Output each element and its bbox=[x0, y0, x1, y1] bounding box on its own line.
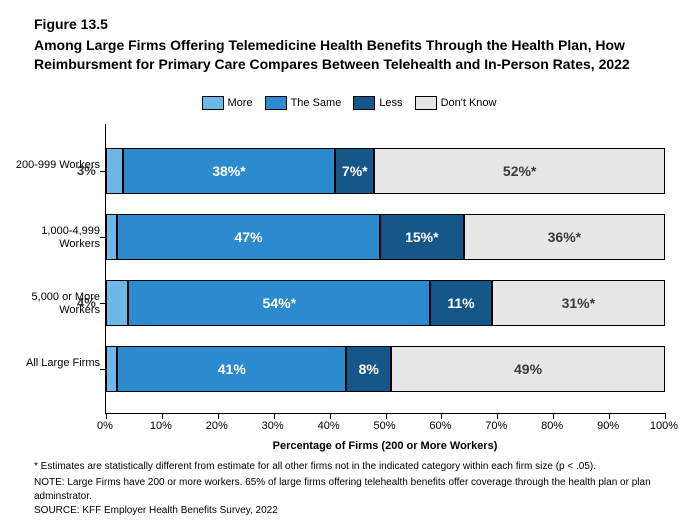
bar-segment bbox=[106, 148, 123, 194]
plot-area: 38%*7%*52%* 47%15%*36%* 54%*11%31%* 41%8%49… bbox=[105, 124, 665, 414]
xtick-label: 30% bbox=[262, 420, 284, 432]
footnote-source: SOURCE: KFF Employer Health Benefits Sur… bbox=[34, 504, 664, 518]
bar-segment: 41% bbox=[117, 346, 346, 392]
bar-row: 54%*11%31%* bbox=[106, 280, 665, 326]
legend-swatch bbox=[415, 96, 437, 110]
xtick-label: 20% bbox=[206, 420, 228, 432]
legend-item: Don't Know bbox=[415, 96, 497, 110]
xtick bbox=[665, 413, 666, 419]
bar-segment bbox=[106, 346, 117, 392]
ytick bbox=[100, 303, 106, 304]
figure-number: Figure 13.5 bbox=[34, 16, 108, 32]
bar-segment bbox=[106, 280, 128, 326]
bar-segment: 31%* bbox=[492, 280, 665, 326]
xtick bbox=[106, 413, 107, 419]
category-label: 5,000 or More Workers bbox=[4, 291, 100, 317]
bar-segment: 11% bbox=[430, 280, 491, 326]
ytick bbox=[100, 171, 106, 172]
legend-swatch bbox=[353, 96, 375, 110]
legend-label: Less bbox=[379, 97, 402, 109]
bar-row: 47%15%*36%* bbox=[106, 214, 665, 260]
legend-label: Don't Know bbox=[441, 97, 497, 109]
bar-segment: 54%* bbox=[128, 280, 430, 326]
legend: More The Same Less Don't Know bbox=[0, 96, 698, 110]
bar-segment: 38%* bbox=[123, 148, 335, 194]
bar-segment: 8% bbox=[346, 346, 391, 392]
xtick bbox=[386, 413, 387, 419]
legend-swatch bbox=[202, 96, 224, 110]
xtick-label: 0% bbox=[97, 420, 113, 432]
xtick-label: 80% bbox=[541, 420, 563, 432]
xtick-label: 50% bbox=[373, 420, 395, 432]
bar-row: 38%*7%*52%* bbox=[106, 148, 665, 194]
legend-item: More bbox=[202, 96, 253, 110]
ytick bbox=[100, 237, 106, 238]
xtick-label: 90% bbox=[597, 420, 619, 432]
bar-segment: 52%* bbox=[374, 148, 665, 194]
bar-segment: 47% bbox=[117, 214, 380, 260]
bar-segment: 7%* bbox=[335, 148, 374, 194]
legend-label: More bbox=[228, 97, 253, 109]
footnote-note: NOTE: Large Firms have 200 or more worke… bbox=[34, 476, 664, 503]
bar-row: 41%8%49% bbox=[106, 346, 665, 392]
figure-container: Figure 13.5 Among Large Firms Offering T… bbox=[0, 0, 698, 525]
xtick-label: 10% bbox=[150, 420, 172, 432]
xtick-label: 40% bbox=[318, 420, 340, 432]
xtick bbox=[274, 413, 275, 419]
xtick bbox=[497, 413, 498, 419]
xtick bbox=[218, 413, 219, 419]
xtick bbox=[162, 413, 163, 419]
figure-title: Among Large Firms Offering Telemedicine … bbox=[34, 36, 664, 74]
legend-swatch bbox=[265, 96, 287, 110]
ytick bbox=[100, 369, 106, 370]
category-label: 1,000-4,999 Workers bbox=[4, 225, 100, 251]
bar-segment: 15%* bbox=[380, 214, 464, 260]
xaxis-title: Percentage of Firms (200 or More Workers… bbox=[105, 440, 665, 452]
category-label: 200-999 Workers bbox=[4, 159, 100, 172]
xtick-label: 100% bbox=[650, 420, 678, 432]
bar-segment bbox=[106, 214, 117, 260]
category-label: All Large Firms bbox=[4, 357, 100, 370]
xtick bbox=[441, 413, 442, 419]
legend-label: The Same bbox=[291, 97, 342, 109]
legend-item: The Same bbox=[265, 96, 342, 110]
xtick-label: 70% bbox=[485, 420, 507, 432]
xtick bbox=[553, 413, 554, 419]
footnote-significance: * Estimates are statistically different … bbox=[34, 460, 664, 474]
xtick bbox=[609, 413, 610, 419]
bar-segment: 36%* bbox=[464, 214, 665, 260]
xtick-label: 60% bbox=[429, 420, 451, 432]
xtick bbox=[330, 413, 331, 419]
legend-item: Less bbox=[353, 96, 402, 110]
bar-segment: 49% bbox=[391, 346, 665, 392]
